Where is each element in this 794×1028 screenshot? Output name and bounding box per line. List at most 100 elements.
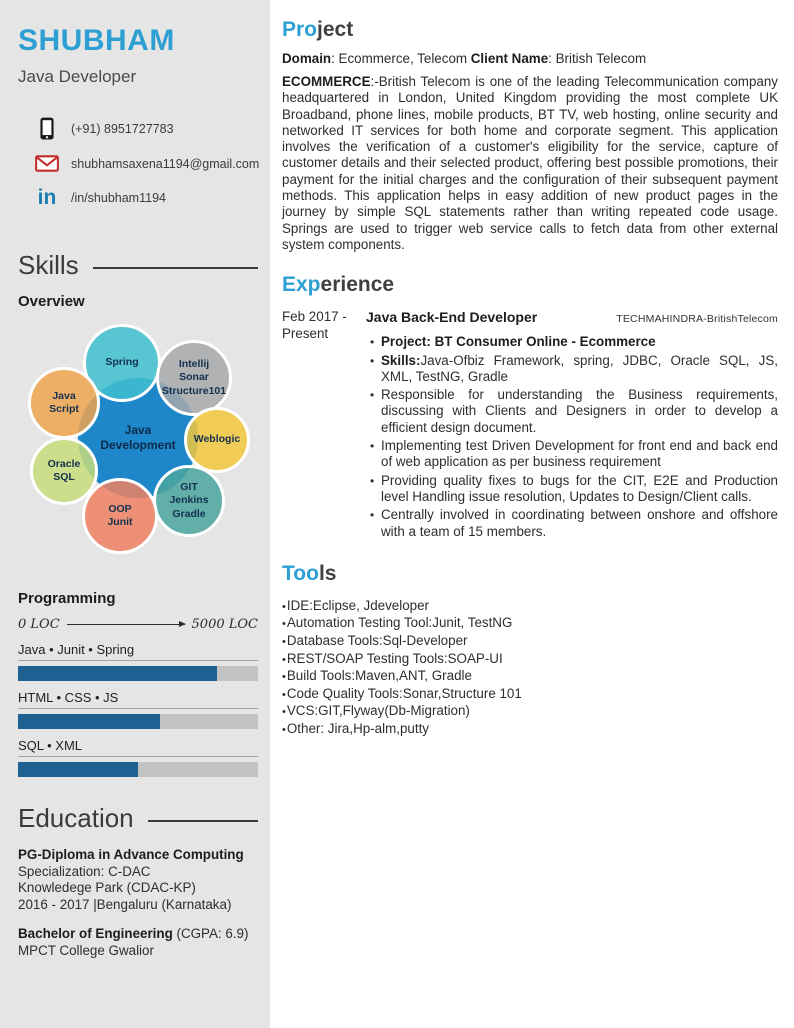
- degree-gpa: (CGPA: 6.9): [172, 926, 249, 941]
- experience-heading-rest: erience: [320, 273, 395, 297]
- client-label: Client Name: [470, 51, 549, 66]
- tools-item: Code Quality Tools:Sonar,Structure 101: [282, 686, 778, 704]
- bar-fill: [18, 714, 160, 729]
- tools-item: Other: Jira,Hp-alm,putty: [282, 721, 778, 739]
- bar-group: Java • Junit • Spring: [18, 642, 258, 681]
- experience-bullet: Implementing test Driven Development for…: [370, 438, 778, 471]
- bullet-bold-text: Skills:: [381, 352, 421, 368]
- degree-title: PG-Diploma in Advance Computing: [18, 847, 244, 862]
- phone-number: (+91) 8951727783: [71, 121, 174, 136]
- skills-heading-text: Skills: [18, 250, 79, 280]
- contact-email: shubhamsaxena1194@gmail.com: [18, 155, 260, 172]
- bullet-text: Centrally involved in coordinating betwe…: [381, 507, 778, 539]
- skill-bubble-javascript: Java Script: [28, 367, 100, 439]
- experience-entry: Feb 2017 - Present Java Back-End Develop…: [282, 309, 778, 542]
- loc-scale: 0 LOC 5000 LOC: [18, 617, 258, 632]
- tools-list: IDE:Eclipse, JdeveloperAutomation Testin…: [282, 598, 778, 739]
- linkedin-handle[interactable]: /in/shubham1194: [71, 190, 166, 205]
- linkedin-icon: in: [37, 186, 57, 209]
- degree-line: Knowledege Park (CDAC-KP): [18, 880, 196, 895]
- project-description-lead: ECOMMERCE: [282, 74, 371, 89]
- contact-linkedin: in /in/shubham1194: [18, 187, 258, 208]
- project-description: ECOMMERCE:-British Telecom is one of the…: [282, 74, 778, 253]
- project-heading-accent: Pro: [282, 18, 318, 41]
- bar-label: SQL • XML: [18, 738, 258, 757]
- project-heading-rest: ject: [317, 18, 354, 41]
- degree-line: 2016 - 2017 |Bengaluru (Karnataka): [18, 896, 232, 912]
- person-title: Java Developer: [18, 67, 137, 86]
- bar-label: Java • Junit • Spring: [18, 642, 258, 661]
- main-column: Project Domain: Ecommerce, Telecom Clien…: [270, 0, 794, 1028]
- bar-group: HTML • CSS • JS: [18, 690, 258, 729]
- contact-list: (+91) 8951727783 shubhamsaxena1194@gmail…: [18, 117, 260, 208]
- project-meta: Domain: Ecommerce, Telecom Client Name: …: [282, 51, 778, 66]
- programming-bars: Java • Junit • Spring HTML • CSS • JS SQ…: [18, 642, 258, 777]
- loc-scale-arrow: [66, 621, 186, 627]
- domain-label: Domain: [282, 51, 332, 66]
- email-icon: [34, 155, 60, 172]
- experience-bullet: Project: BT Consumer Online - Ecommerce: [370, 334, 778, 351]
- education-heading: Education: [18, 803, 258, 834]
- skill-bubble-git-jenkins: GIT Jenkins Gradle: [153, 465, 225, 537]
- experience-body: Java Back-End Developer TECHMAHINDRA-Bri…: [366, 309, 778, 542]
- tools-item: Automation Testing Tool:Junit, TestNG: [282, 615, 778, 633]
- skills-heading: Skills: [18, 250, 258, 281]
- project-heading: Project: [282, 18, 778, 42]
- heading-rule: [92, 266, 258, 269]
- tools-heading-rest: ls: [318, 561, 337, 585]
- contact-phone: (+91) 8951727783: [18, 117, 258, 140]
- experience-heading: Experience: [282, 273, 778, 297]
- phone-icon: [34, 117, 60, 140]
- heading-rule: [147, 819, 258, 822]
- tools-item: IDE:Eclipse, Jdeveloper: [282, 598, 778, 616]
- degree-line: MPCT College Gwalior: [18, 942, 154, 958]
- tools-heading-accent: Too: [282, 561, 319, 585]
- skill-bubble-intellij-sonar: Intellij Sonar Structure101: [156, 340, 232, 416]
- bar-fill: [18, 666, 218, 681]
- bar-label: HTML • CSS • JS: [18, 690, 258, 709]
- tools-item: REST/SOAP Testing Tools:SOAP-UI: [282, 651, 778, 669]
- client-value: : British Telecom: [548, 51, 647, 66]
- degree-line: Specialization: C-DAC: [18, 863, 151, 879]
- education-entry-pg-diploma: PG-Diploma in Advance Computing Speciali…: [18, 847, 258, 913]
- bullet-text: Implementing test Driven Development for…: [381, 438, 778, 470]
- skills-bubble-chart: Java Development Spring Intellij Sonar S…: [22, 316, 262, 568]
- experience-bullets: Project: BT Consumer Online - Ecommerce …: [366, 334, 778, 540]
- degree-title-text: Bachelor of Engineering: [18, 926, 173, 941]
- bar-fill: [18, 762, 138, 777]
- experience-bullet: Providing quality fixes to bugs for the …: [370, 472, 778, 506]
- experience-bullet: Skills:Java-Ofbiz Framework, spring, JDB…: [370, 352, 778, 386]
- bar-group: SQL • XML: [18, 738, 258, 777]
- degree-title: Bachelor of Engineering (CGPA: 6.9): [18, 926, 258, 943]
- skill-bubble-oracle-sql: Oracle SQL: [30, 437, 98, 505]
- skill-bubble-weblogic: Weblogic: [184, 407, 250, 473]
- tools-item: Database Tools:Sql-Developer: [282, 633, 778, 651]
- experience-title-row: Java Back-End Developer TECHMAHINDRA-Bri…: [366, 309, 778, 325]
- bullet-bold-text: Project: BT Consumer Online - Ecommerce: [381, 334, 656, 350]
- sidebar: SHUBHAM Java Developer (+91) 8951727783: [0, 0, 270, 1028]
- project-description-body: :-British Telecom is one of the leading …: [282, 74, 778, 252]
- skill-bubble-oop-junit: OOP Junit: [82, 478, 158, 554]
- bullet-text: Providing quality fixes to bugs for the …: [381, 472, 778, 504]
- bar-track: [18, 666, 258, 681]
- loc-scale-max: 5000 LOC: [191, 617, 258, 632]
- tools-item: VCS:GIT,Flyway(Db-Migration): [282, 703, 778, 721]
- bullet-text: Java-Ofbiz Framework, spring, JDBC, Orac…: [381, 352, 778, 384]
- experience-bullet: Centrally involved in coordinating betwe…: [370, 507, 778, 540]
- loc-scale-min: 0 LOC: [18, 617, 60, 632]
- email-address[interactable]: shubhamsaxena1194@gmail.com: [71, 156, 260, 171]
- domain-value: : Ecommerce, Telecom: [331, 51, 471, 66]
- person-name: SHUBHAM: [18, 24, 175, 57]
- tools-heading: Tools: [282, 562, 778, 586]
- skills-overview-label: Overview: [18, 293, 85, 310]
- experience-dates: Feb 2017 - Present: [282, 309, 347, 341]
- experience-bullet: Responsible for understanding the Busine…: [370, 387, 778, 436]
- bullet-text: Responsible for understanding the Busine…: [381, 387, 778, 435]
- experience-heading-accent: Exp: [282, 273, 321, 297]
- education-heading-text: Education: [18, 803, 134, 833]
- bar-track: [18, 714, 258, 729]
- programming-label: Programming: [18, 590, 116, 607]
- experience-company: TECHMAHINDRA-BritishTelecom: [616, 313, 778, 326]
- bar-track: [18, 762, 258, 777]
